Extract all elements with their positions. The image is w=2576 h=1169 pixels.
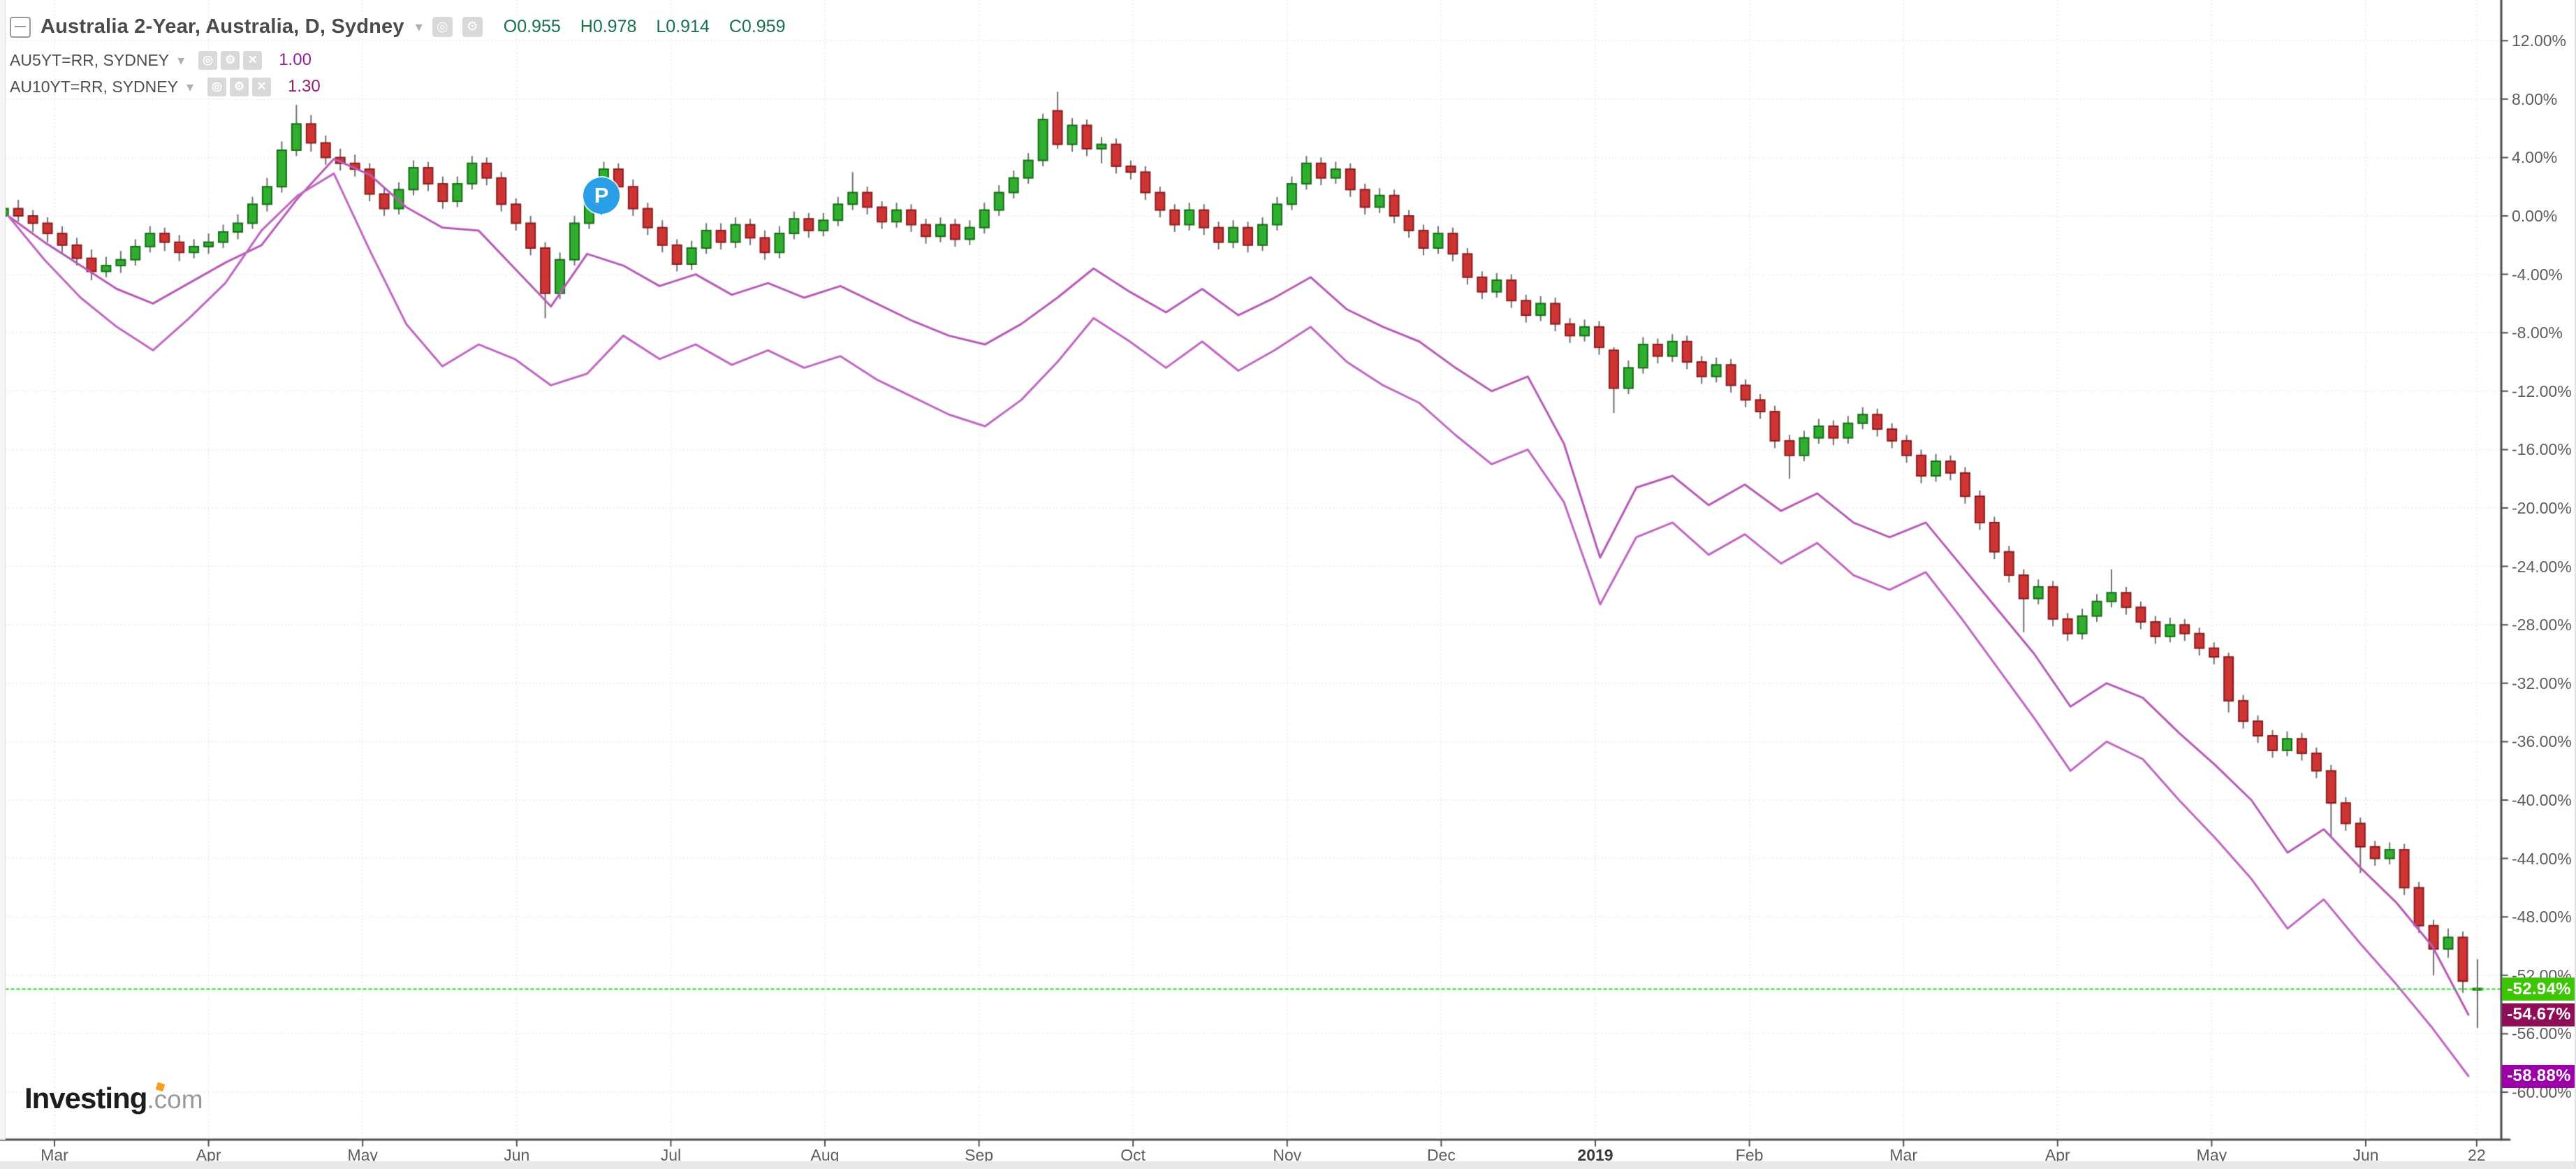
time-scale-label: Apr (2044, 1146, 2070, 1164)
time-scale-label: Mar (41, 1146, 68, 1164)
price-scale-label: -48.00% (2512, 908, 2572, 927)
time-scale-label: 2019 (1577, 1146, 1613, 1164)
chevron-down-icon[interactable]: ▾ (186, 79, 193, 95)
time-scale-label: Feb (1735, 1146, 1764, 1164)
symbol-title[interactable]: Australia 2-Year, Australia, D, Sydney (41, 15, 404, 38)
last-value-badge: -52.94% (2502, 978, 2576, 1001)
hide-icon[interactable]: ◎ (432, 17, 453, 37)
logo-text: Investing (24, 1082, 166, 1115)
price-scale-label: -12.00% (2512, 382, 2572, 400)
low-value: L0.914 (656, 17, 710, 36)
price-scale-label: -16.00% (2512, 440, 2572, 459)
chart-header: Australia 2-Year, Australia, D, Sydney ▾… (10, 15, 785, 38)
high-value: H0.978 (580, 17, 637, 36)
price-scale-label: -40.00% (2512, 791, 2572, 809)
legend-symbol-label[interactable]: AU5YT=RR, SYDNEY (10, 50, 170, 69)
last-value-badge: -54.67% (2502, 1003, 2576, 1026)
right-edge-divider (2575, 0, 2576, 1169)
legend-row-au5yt: AU5YT=RR, SYDNEY ▾ ◎ ⚙ ✕ 1.00 (10, 50, 312, 70)
legend-symbol-label[interactable]: AU10YT=RR, SYDNEY (10, 77, 178, 96)
price-scale-label: 8.00% (2512, 89, 2558, 108)
price-scale-label: -8.00% (2512, 324, 2563, 342)
price-scale-label: 4.00% (2512, 148, 2558, 167)
last-value-badge: -58.88% (2502, 1064, 2576, 1088)
close-value: C0.959 (729, 17, 786, 36)
time-scale-label: Aug (810, 1146, 840, 1164)
gear-icon[interactable]: ⚙ (462, 17, 483, 37)
gear-icon[interactable]: ⚙ (221, 50, 240, 70)
collapse-panel-icon[interactable] (10, 16, 31, 38)
price-scale-label: -56.00% (2512, 1024, 2572, 1043)
close-icon[interactable]: ✕ (243, 50, 263, 70)
time-scale-label: Oct (1120, 1146, 1146, 1164)
price-scale-label: 0.00% (2512, 207, 2558, 225)
time-scale-label: Jun (2352, 1146, 2379, 1164)
price-scale-label: -44.00% (2512, 849, 2572, 868)
legend-value: 1.30 (288, 77, 321, 96)
gear-icon[interactable]: ⚙ (230, 77, 249, 96)
price-scale-label: -28.00% (2512, 616, 2572, 634)
hide-icon[interactable]: ◎ (198, 50, 218, 70)
price-scale-label: -4.00% (2512, 265, 2563, 284)
close-icon[interactable]: ✕ (252, 77, 271, 96)
investing-logo: Investing .com (24, 1082, 203, 1115)
time-scale-label: Dec (1426, 1146, 1456, 1164)
event-marker-p[interactable]: P (583, 177, 620, 214)
time-scale-label: Apr (196, 1146, 221, 1164)
hide-icon[interactable]: ◎ (207, 77, 226, 96)
time-scale-label: Sep (965, 1146, 994, 1164)
open-value: O0.955 (503, 17, 561, 36)
time-scale-label: 22 (2468, 1146, 2486, 1164)
time-scale-label: May (2196, 1146, 2227, 1164)
price-scale-label: -20.00% (2512, 499, 2572, 517)
bottom-scroll-strip[interactable] (0, 1161, 2576, 1169)
left-toolbar-collapsed[interactable] (0, 0, 6, 1140)
time-scale-label: May (347, 1146, 378, 1164)
logo-suffix: .com (147, 1085, 203, 1114)
price-scale-label: 12.00% (2512, 31, 2567, 50)
price-scale-label: -36.00% (2512, 732, 2572, 751)
time-scale-label: Mar (1889, 1146, 1917, 1164)
chevron-down-icon[interactable]: ▾ (177, 52, 185, 68)
time-scale-label: Nov (1273, 1146, 1302, 1164)
ohlc-values: O0.955 H0.978 L0.914 C0.959 (504, 17, 786, 37)
time-scale-label: Jul (660, 1146, 682, 1164)
price-scale-label: -32.00% (2512, 674, 2572, 692)
price-scale-label: -24.00% (2512, 557, 2572, 576)
chevron-down-icon[interactable]: ▾ (415, 20, 423, 35)
time-scale-label: Jun (504, 1146, 530, 1164)
legend-value: 1.00 (279, 50, 312, 69)
legend-row-au10yt: AU10YT=RR, SYDNEY ▾ ◎ ⚙ ✕ 1.30 (10, 77, 321, 96)
